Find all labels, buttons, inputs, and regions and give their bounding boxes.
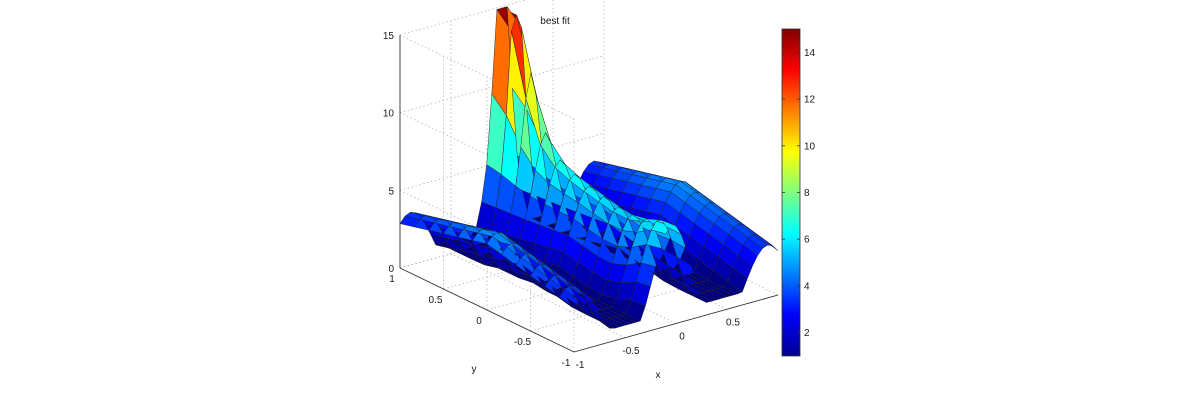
y-axis-line xyxy=(399,267,575,353)
x-tick-label: -0.5 xyxy=(622,346,640,357)
x-tick-label: -1 xyxy=(576,360,585,371)
x-axis-line xyxy=(573,294,779,353)
y-tick-label: -1 xyxy=(562,358,571,369)
x-axis-label: x xyxy=(656,370,661,381)
z-tick-label: 15 xyxy=(383,31,395,42)
z-tick-label: 5 xyxy=(388,186,394,197)
y-axis-label: y xyxy=(472,364,477,375)
colorbar-tick-label: 6 xyxy=(804,235,810,246)
surface-patch xyxy=(758,235,779,251)
wall-grid-line xyxy=(399,132,605,191)
chart-title: best fit xyxy=(540,16,570,27)
colorbar-tick-label: 2 xyxy=(804,328,810,339)
colorbar: 2 4 6 8 10 12 14 xyxy=(781,28,816,357)
z-tick-label: 0 xyxy=(388,264,394,275)
colorbar-tick-label: 10 xyxy=(804,141,816,152)
wall-grid-line xyxy=(399,34,575,120)
wall-grid-line xyxy=(399,55,605,114)
y-tick-label: 1 xyxy=(389,274,395,285)
colorbar-tick-label: 4 xyxy=(804,281,810,292)
colorbar-tick-label: 14 xyxy=(804,48,816,59)
z-tick-label: 10 xyxy=(383,109,395,120)
x-tick-label: 0 xyxy=(679,332,685,343)
axes-frame xyxy=(399,35,779,353)
x-tick-label: 0.5 xyxy=(726,317,740,328)
colorbar-tick-label: 12 xyxy=(804,95,816,106)
colorbar-ticks: 2 4 6 8 10 12 14 xyxy=(782,48,816,339)
y-tick-label: 0.5 xyxy=(429,295,443,306)
y-tick-label: -0.5 xyxy=(514,337,532,348)
colorbar-tick-label: 8 xyxy=(804,188,810,199)
y-tick-label: 0 xyxy=(476,316,482,327)
surface-plot xyxy=(399,6,779,329)
